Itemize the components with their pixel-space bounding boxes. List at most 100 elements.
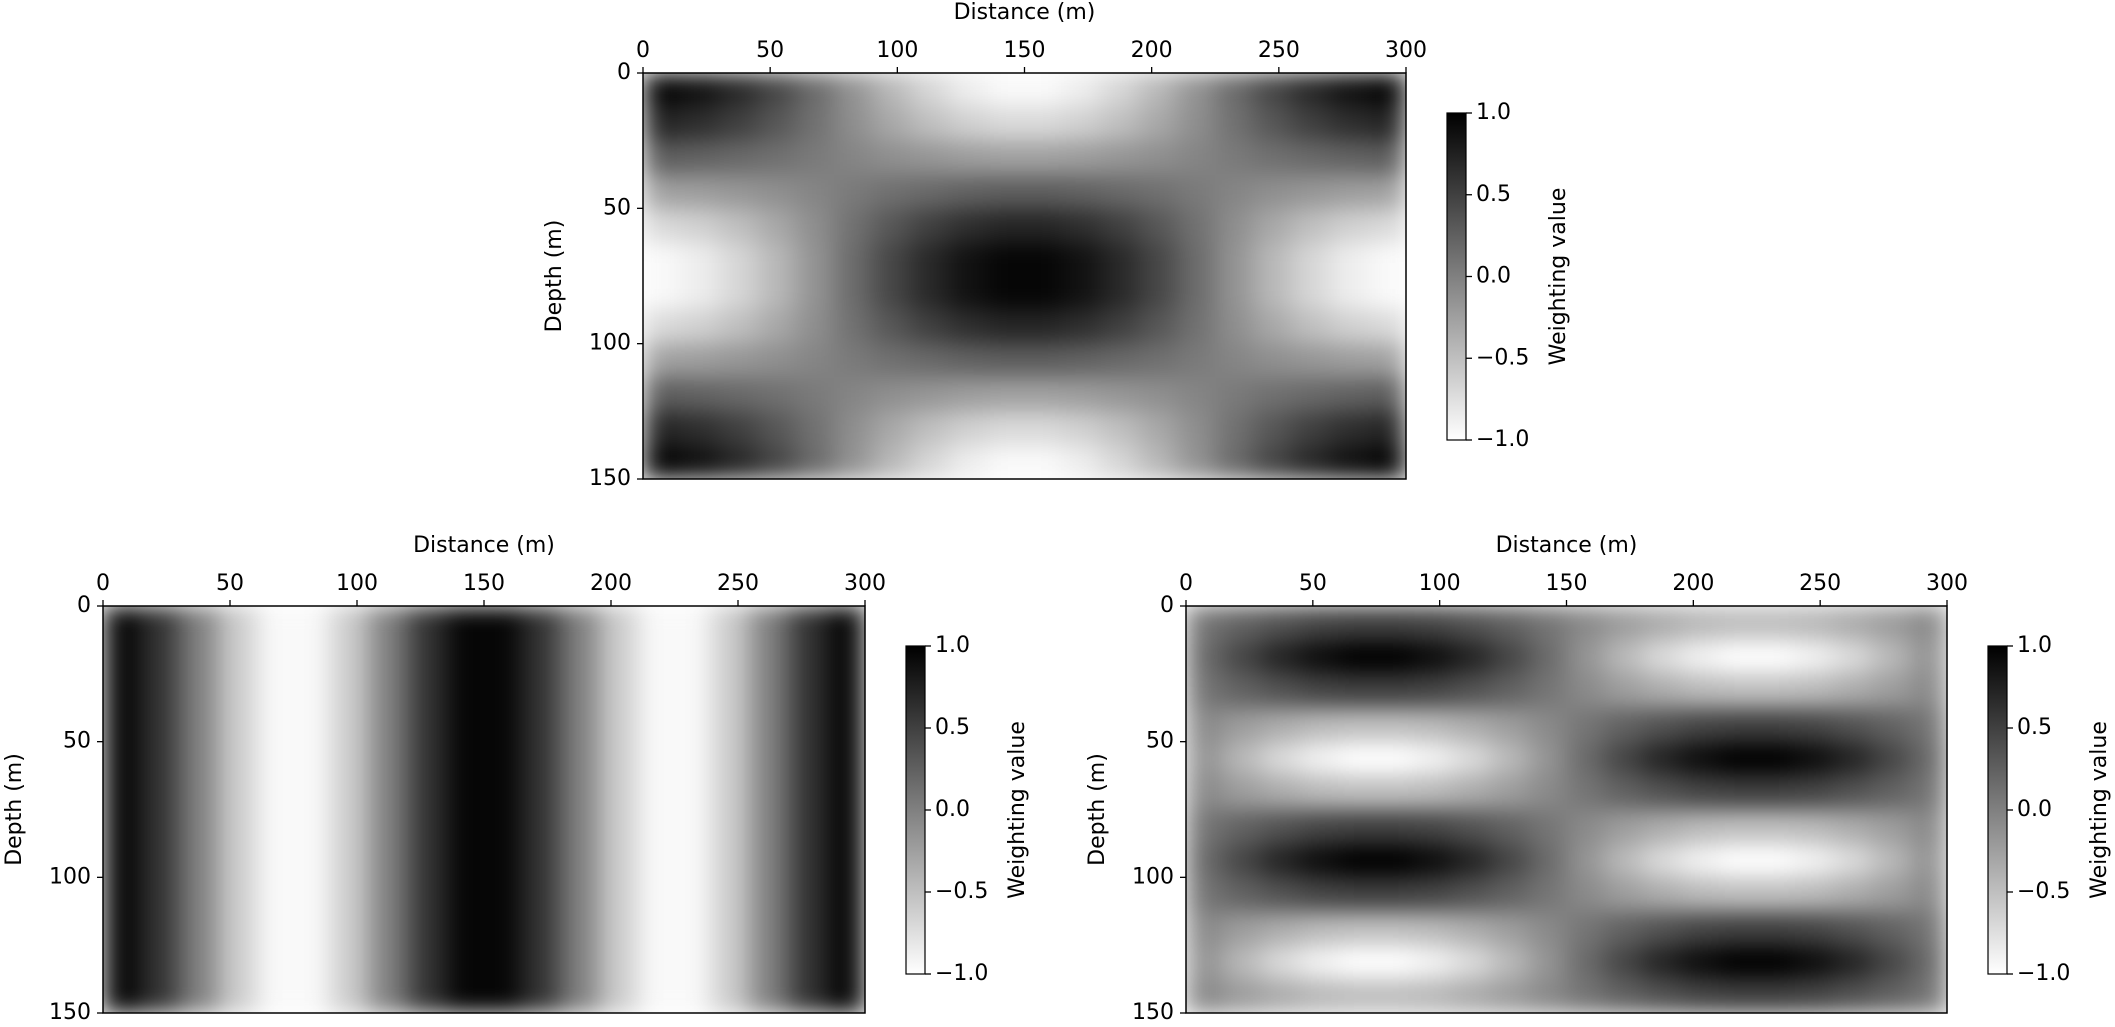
- x-tick-label: 300: [1385, 38, 1427, 63]
- heatmap-cell: [445, 741, 485, 777]
- heatmap-cell: [1642, 741, 1682, 777]
- heatmap-cell: [986, 174, 1026, 209]
- heatmap-cell: [1338, 707, 1377, 743]
- heatmap-cell: [1177, 309, 1216, 345]
- heatmap-cell: [948, 73, 987, 108]
- heatmap-cell: [1186, 877, 1225, 912]
- heatmap-cell: [369, 673, 409, 709]
- x-tick-label: 100: [1419, 571, 1461, 596]
- heatmap-cell: [1215, 106, 1254, 142]
- heatmap-cell: [871, 309, 911, 345]
- heatmap-cell: [1376, 911, 1415, 946]
- heatmap-cell: [1794, 843, 1834, 878]
- heatmap-cell: [1262, 639, 1301, 675]
- heatmap-cell: [1566, 945, 1606, 980]
- heatmap-cell: [1100, 106, 1140, 142]
- heatmap-cell: [643, 140, 682, 176]
- y-tick-label: 50: [1146, 729, 1174, 754]
- heatmap-cell: [750, 606, 790, 641]
- heatmap-cell: [141, 707, 180, 743]
- heatmap-cell: [795, 208, 835, 243]
- heatmap-cell: [598, 843, 637, 878]
- heatmap-cell: [1870, 843, 1910, 878]
- heatmap-cell: [1062, 377, 1102, 412]
- heatmap-cell: [103, 673, 142, 709]
- colorbar-tick-label: −1.0: [2017, 961, 2070, 986]
- heatmap-cell: [1062, 276, 1102, 311]
- heatmap-cell: [643, 309, 682, 345]
- heatmap-cell: [1177, 445, 1216, 479]
- heatmap-cell: [522, 606, 561, 641]
- heatmap-cell: [1215, 140, 1254, 176]
- heatmap-cell: [598, 809, 637, 845]
- heatmap-cell: [1300, 606, 1339, 641]
- heatmap-cell: [1024, 106, 1064, 142]
- heatmap-cell: [1794, 775, 1834, 811]
- heatmap-cell: [1604, 979, 1644, 1013]
- y-tick-label: 0: [1160, 593, 1174, 618]
- heatmap-cell: [255, 639, 295, 675]
- heatmap-cell: [788, 775, 828, 811]
- heatmap-cell: [179, 673, 218, 709]
- heatmap-cell: [1138, 174, 1178, 209]
- heatmap-cell: [1300, 877, 1339, 912]
- heatmap-cell: [369, 843, 409, 878]
- heatmap-cell: [757, 174, 797, 209]
- heatmap-cell: [331, 707, 371, 743]
- heatmap-cell: [1253, 106, 1293, 142]
- heatmap-cell: [560, 979, 599, 1013]
- heatmap-cell: [598, 775, 637, 811]
- heatmap-cell: [484, 945, 523, 980]
- heatmap-cell: [255, 775, 295, 811]
- heatmap-cell: [712, 877, 752, 912]
- heatmap-cell: [643, 106, 682, 142]
- heatmap-cell: [1376, 945, 1415, 980]
- heatmap-cell: [1367, 343, 1406, 379]
- heatmap-cell: [217, 775, 256, 811]
- heatmap-cell: [1756, 639, 1796, 675]
- heatmap-cell: [1566, 979, 1606, 1013]
- heatmap-cell: [833, 106, 873, 142]
- heatmap-cell: [1908, 877, 1947, 912]
- heatmap-cell: [1186, 945, 1225, 980]
- heatmap-cell: [1756, 979, 1796, 1013]
- heatmap-cell: [1452, 809, 1491, 845]
- heatmap-cell: [445, 639, 485, 675]
- heatmap-cell: [871, 242, 911, 277]
- heatmap-cell: [712, 741, 752, 777]
- heatmap-cell: [674, 877, 714, 912]
- heatmap-cell: [598, 707, 637, 743]
- heatmap-cell: [1138, 343, 1178, 379]
- heatmap-cell: [681, 377, 720, 412]
- heatmap-cell: [1338, 809, 1377, 845]
- heatmap-cell: [1253, 242, 1293, 277]
- heatmap-cell: [1528, 911, 1568, 946]
- heatmap-cell: [871, 174, 911, 209]
- heatmap-cell: [1215, 174, 1254, 209]
- heatmap-cell: [1100, 73, 1140, 108]
- heatmap-cell: [1024, 73, 1064, 108]
- heatmap-cell: [1291, 73, 1331, 108]
- heatmap-cell: [484, 707, 523, 743]
- heatmap-cell: [1794, 741, 1834, 777]
- heatmap-cell: [484, 639, 523, 675]
- heatmap-cell: [1215, 276, 1254, 311]
- heatmap-cell: [1832, 979, 1872, 1013]
- heatmap-cell: [1367, 309, 1406, 345]
- heatmap-cell: [643, 208, 682, 243]
- heatmap-cell: [560, 673, 599, 709]
- heatmap-area: [1186, 606, 1947, 1013]
- heatmap-cell: [217, 809, 256, 845]
- heatmap-cell: [910, 208, 949, 243]
- heatmap-cell: [1604, 775, 1644, 811]
- heatmap-cell: [1832, 877, 1872, 912]
- heatmap-cell: [1908, 911, 1947, 946]
- y-tick-label: 150: [1132, 1000, 1174, 1025]
- heatmap-cell: [674, 843, 714, 878]
- heatmap-cell: [1138, 242, 1178, 277]
- heatmap-cell: [833, 174, 873, 209]
- x-tick-label: 50: [1299, 571, 1327, 596]
- heatmap-cell: [1528, 877, 1568, 912]
- heatmap-cell: [1100, 242, 1140, 277]
- heatmap-cell: [719, 73, 759, 108]
